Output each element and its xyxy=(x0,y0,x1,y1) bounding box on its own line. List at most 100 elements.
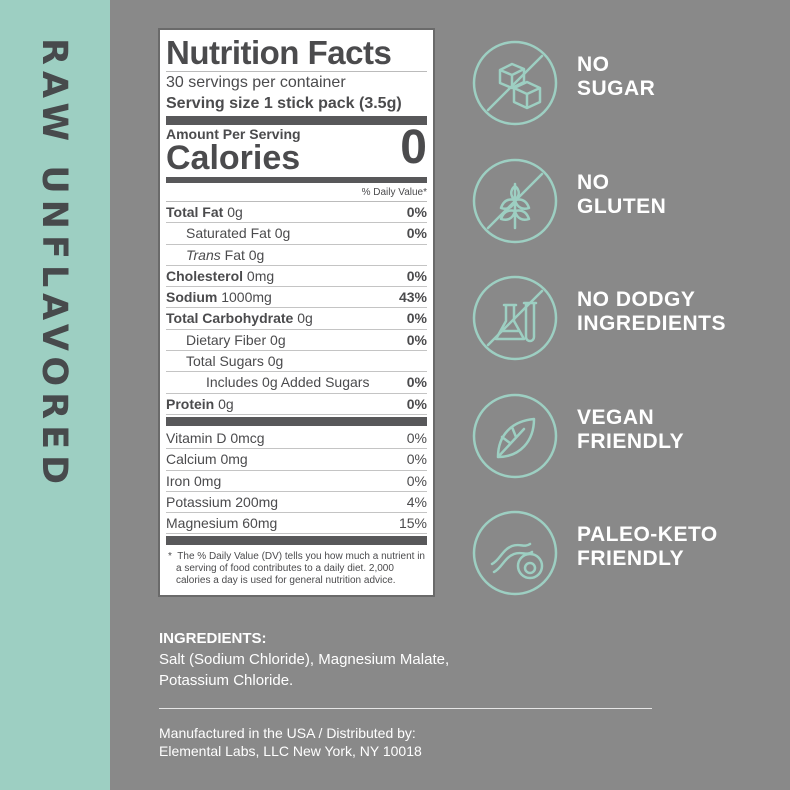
label-title: Nutrition Facts xyxy=(166,35,427,72)
vitamin-name: Iron 0mg xyxy=(166,472,222,489)
nutrient-row: Saturated Fat 0g 0% xyxy=(166,223,427,245)
nutrient-name: Cholesterol 0mg xyxy=(166,266,274,286)
vitamin-name: Vitamin D 0mcg xyxy=(166,429,265,446)
nutrient-dv: 0% xyxy=(406,204,427,220)
servings-per-container: 30 servings per container xyxy=(166,74,346,91)
vitamin-name: Potassium 200mg xyxy=(166,493,279,510)
amount-per-serving: Amount Per Serving xyxy=(166,126,301,142)
vitamin-dv: 4% xyxy=(406,493,427,510)
nutrient-label: Protein xyxy=(166,395,215,412)
manufacturer-line: Elemental Labs, LLC New York, NY 10018 xyxy=(159,743,422,759)
nutrient-row: Trans Fat 0g xyxy=(166,245,427,266)
nutrient-label: Cholesterol xyxy=(166,267,244,284)
no-sugar-cubes-icon xyxy=(470,38,560,128)
no-lab-flask-icon xyxy=(470,273,560,363)
claim-text: PALEO-KETO FRIENDLY xyxy=(577,523,718,571)
calories-label: Calories xyxy=(166,139,301,177)
nutrient-row: Protein 0g 0% xyxy=(166,394,427,415)
nutrient-dv: 0% xyxy=(406,395,427,412)
claim-line: NO DODGY xyxy=(577,288,696,311)
nutrient-amount: 0mg xyxy=(246,267,275,284)
claim-line: FRIENDLY xyxy=(577,547,685,570)
ingredients-line: Salt (Sodium Chloride), Magnesium Malate… xyxy=(159,651,450,668)
claim-text: VEGAN FRIENDLY xyxy=(577,406,684,454)
claim-line: NO xyxy=(577,53,610,76)
nutrient-label: Total Carbohydrate xyxy=(166,310,294,327)
nutrient-name: Includes 0g Added Sugars xyxy=(166,372,369,392)
nutrient-amount: 0g xyxy=(218,395,234,412)
manufacturer-info: Manufactured in the USA / Distributed by… xyxy=(159,724,422,760)
no-wheat-icon xyxy=(470,156,560,246)
claim-line: NO xyxy=(577,171,610,194)
nutrient-amount: 0g xyxy=(227,204,243,220)
nutrient-dv: 43% xyxy=(398,289,427,306)
ingredients-line: Potassium Chloride. xyxy=(159,672,294,689)
nutrient-row: Includes 0g Added Sugars 0% xyxy=(166,372,427,394)
footnote-text: The % Daily Value (DV) tells you how muc… xyxy=(176,551,425,587)
nutrient-dv: 0% xyxy=(406,310,427,327)
bacon-avocado-icon xyxy=(470,508,560,598)
vitamin-row: Calcium 0mg 0% xyxy=(166,449,427,471)
calories-row: Calories 0 xyxy=(166,124,427,177)
nutrient-amount: 1000mg xyxy=(221,289,272,306)
divider xyxy=(166,116,427,125)
vitamin-dv: 15% xyxy=(398,515,427,532)
nutrient-label: Sodium xyxy=(166,289,218,306)
nutrient-name: Saturated Fat 0g xyxy=(166,223,290,243)
nutrient-label: Dietary Fiber xyxy=(186,331,267,348)
nutrient-name: Total Carbohydrate 0g xyxy=(166,308,313,328)
claim-line: INGREDIENTS xyxy=(577,312,727,335)
nutrient-row: Total Carbohydrate 0g 0% xyxy=(166,308,427,330)
ingredients-heading: INGREDIENTS: xyxy=(159,630,267,647)
vitamin-name: Magnesium 60mg xyxy=(166,515,278,532)
nutrient-name: Protein 0g xyxy=(166,394,234,414)
nutrient-row: Total Fat 0g 0% xyxy=(166,202,427,224)
nutrient-amount: 0g xyxy=(270,331,286,348)
claim-line: GLUTEN xyxy=(577,195,667,218)
claim-line: FRIENDLY xyxy=(577,430,685,453)
claim-line: SUGAR xyxy=(577,77,656,100)
claim-line: PALEO-KETO xyxy=(577,523,718,546)
nutrient-label: Includes 0g Added Sugars xyxy=(206,374,370,391)
vitamin-name: Calcium 0mg xyxy=(166,451,248,468)
divider xyxy=(159,708,652,709)
nutrient-row: Dietary Fiber 0g 0% xyxy=(166,330,427,352)
claim-text: NO SUGAR xyxy=(577,53,655,101)
vitamin-row: Vitamin D 0mcg 0% xyxy=(166,428,427,450)
claim-text: NO DODGY INGREDIENTS xyxy=(577,288,726,336)
calories-value: 0 xyxy=(400,121,427,174)
footnote: * The % Daily Value (DV) tells you how m… xyxy=(168,551,425,587)
nutrient-name: Total Sugars 0g xyxy=(166,351,283,371)
divider xyxy=(166,416,427,426)
nutrient-label: Trans xyxy=(186,246,221,263)
daily-value-header: % Daily Value* xyxy=(166,185,427,202)
divider xyxy=(166,536,427,546)
nutrient-amount: 0g xyxy=(267,353,284,370)
nutrient-dv: 0% xyxy=(406,331,427,348)
nutrition-facts-label: Nutrition Facts 30 servings per containe… xyxy=(158,28,435,597)
nutrient-amount: 0g xyxy=(297,310,313,327)
vitamin-row: Magnesium 60mg 15% xyxy=(166,513,427,535)
vitamin-dv: 0% xyxy=(406,472,427,489)
nutrient-name: Trans Fat 0g xyxy=(166,245,264,265)
manufacturer-line: Manufactured in the USA / Distributed by… xyxy=(159,725,416,741)
nutrient-row: Cholesterol 0mg 0% xyxy=(166,266,427,288)
leaf-icon xyxy=(470,391,560,481)
vitamin-dv: 0% xyxy=(406,451,427,468)
divider xyxy=(166,177,427,183)
nutrient-row: Total Sugars 0g xyxy=(166,351,427,373)
nutrient-dv: 0% xyxy=(406,374,427,391)
nutrient-name: Sodium 1000mg xyxy=(166,287,272,307)
claim-line: VEGAN xyxy=(577,406,655,429)
nutrient-label: Saturated Fat xyxy=(186,225,271,242)
nutrient-name: Dietary Fiber 0g xyxy=(166,330,286,350)
nutrient-amount: Fat 0g xyxy=(224,246,265,263)
vitamin-row: Potassium 200mg 4% xyxy=(166,492,427,514)
vitamin-row: Iron 0mg 0% xyxy=(166,471,427,492)
vitamin-dv: 0% xyxy=(406,429,427,446)
nutrient-dv: 0% xyxy=(406,225,427,242)
nutrient-label: Total Sugars xyxy=(186,353,264,370)
serving-size: Serving size 1 stick pack (3.5g) xyxy=(166,95,402,112)
product-flavor-title: RAW UNFLAVORED xyxy=(34,38,74,491)
nutrient-row: Sodium 1000mg 43% xyxy=(166,287,427,309)
